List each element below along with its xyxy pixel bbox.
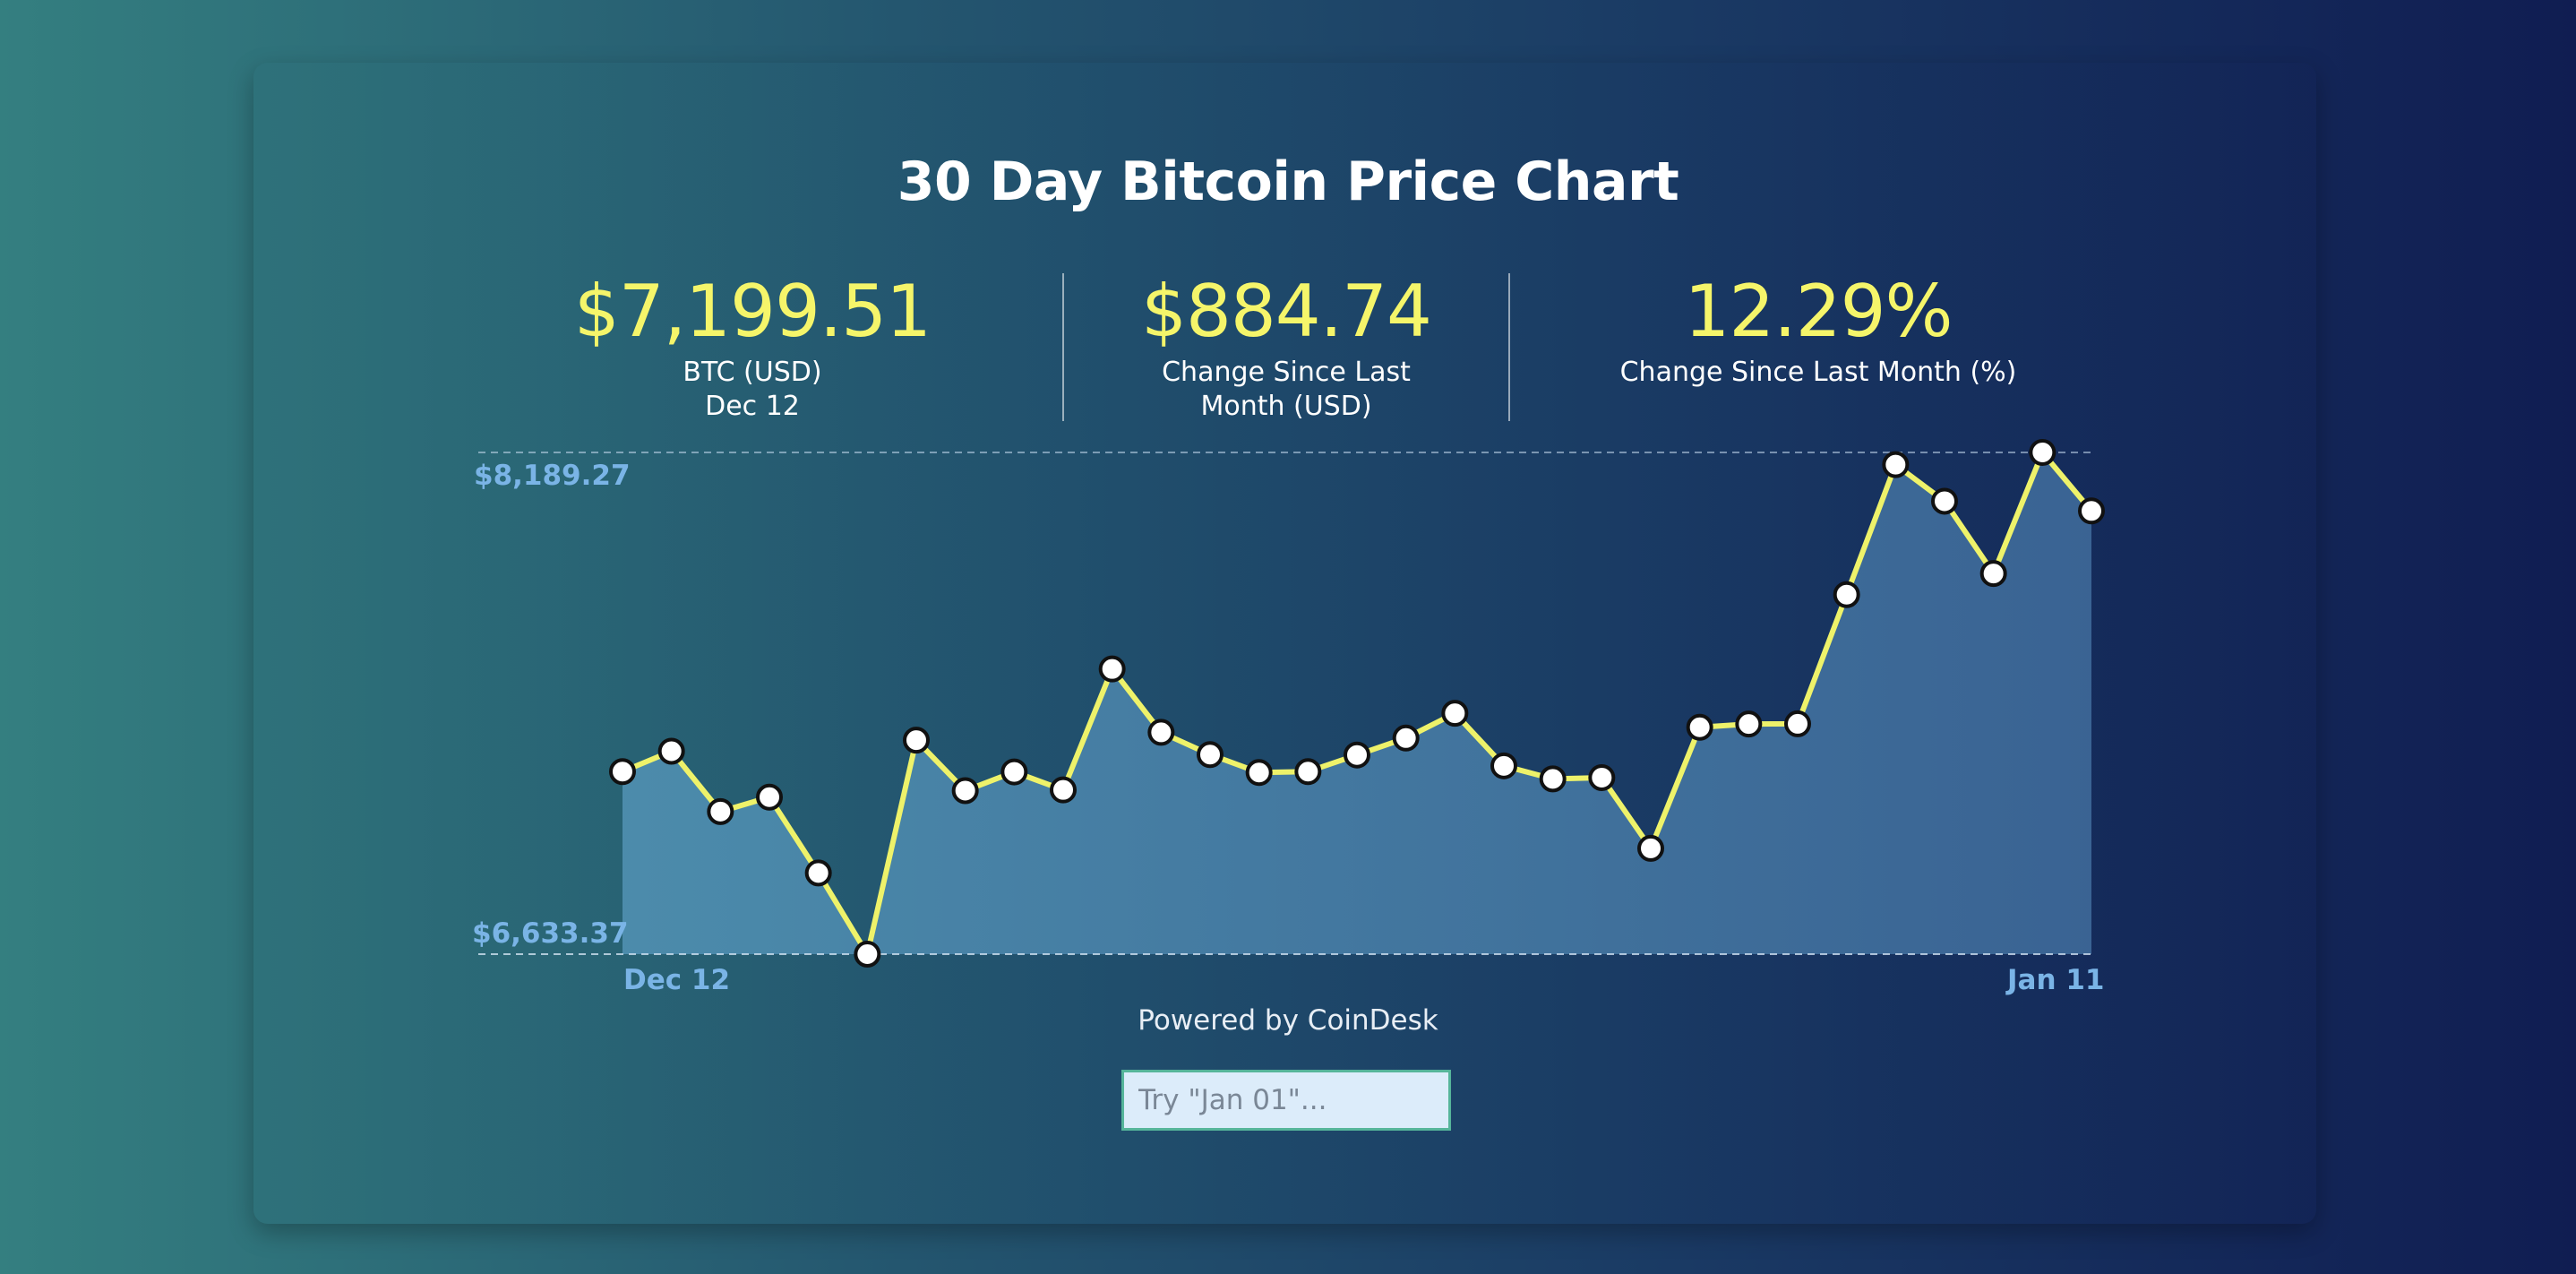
data-point [1931,487,1958,515]
price-area [623,452,2091,954]
powered-by-text: Powered by CoinDesk [1138,1004,1438,1037]
data-point [1245,759,1273,787]
x-axis-end-label: Jan 11 [2007,964,2105,996]
data-point [1686,713,1713,741]
stat-value: $884.74 [1141,270,1432,353]
stat-value: 12.29% [1684,270,1953,353]
data-point [1784,710,1811,737]
data-point [1588,763,1616,791]
stat-value: $7,199.51 [573,270,932,353]
data-point [657,737,685,765]
date-search-input[interactable] [1121,1070,1451,1131]
stat-label-line: Dec 12 [705,391,800,422]
data-point [1637,834,1664,862]
data-point [707,797,734,825]
stat-label-line: Change Since Last Month (%) [1619,357,2017,388]
data-point [1882,451,1910,478]
data-point [1490,752,1517,779]
data-point [1441,700,1469,727]
data-point [1392,724,1420,752]
data-point [2078,497,2105,525]
data-point [1833,581,1860,608]
data-point [1197,741,1224,769]
stat-change-usd: $884.74 Change Since Last Month (USD) [1064,269,1508,423]
data-point [951,777,979,805]
data-point [1979,560,2007,588]
stat-change-percent: 12.29% Change Since Last Month (%) [1550,269,2087,389]
stat-divider [1062,273,1064,421]
y-axis-min-label: $6,633.37 [472,917,629,950]
data-point [804,859,832,887]
page-title: 30 Day Bitcoin Price Chart [897,151,1679,213]
y-axis-max-label: $8,189.27 [474,460,631,492]
data-point [1098,655,1126,683]
stat-current-price: $7,199.51 BTC (USD) Dec 12 [537,269,967,423]
stat-label-line: Change Since Last [1162,357,1411,388]
x-axis-start-label: Dec 12 [623,964,731,996]
data-point [1539,765,1567,793]
data-point [903,727,930,754]
stat-label-line: BTC (USD) [683,357,822,388]
data-point [1147,719,1175,746]
data-point [1294,758,1322,786]
data-point [756,783,783,811]
data-point [854,941,881,968]
data-point [1000,758,1028,786]
data-point [1050,776,1077,804]
stat-divider [1508,273,1510,421]
data-point [1344,741,1370,769]
data-point [2029,439,2057,466]
data-point [609,758,636,786]
stat-label-line: Month (USD) [1200,391,1372,422]
data-point [1735,710,1763,738]
